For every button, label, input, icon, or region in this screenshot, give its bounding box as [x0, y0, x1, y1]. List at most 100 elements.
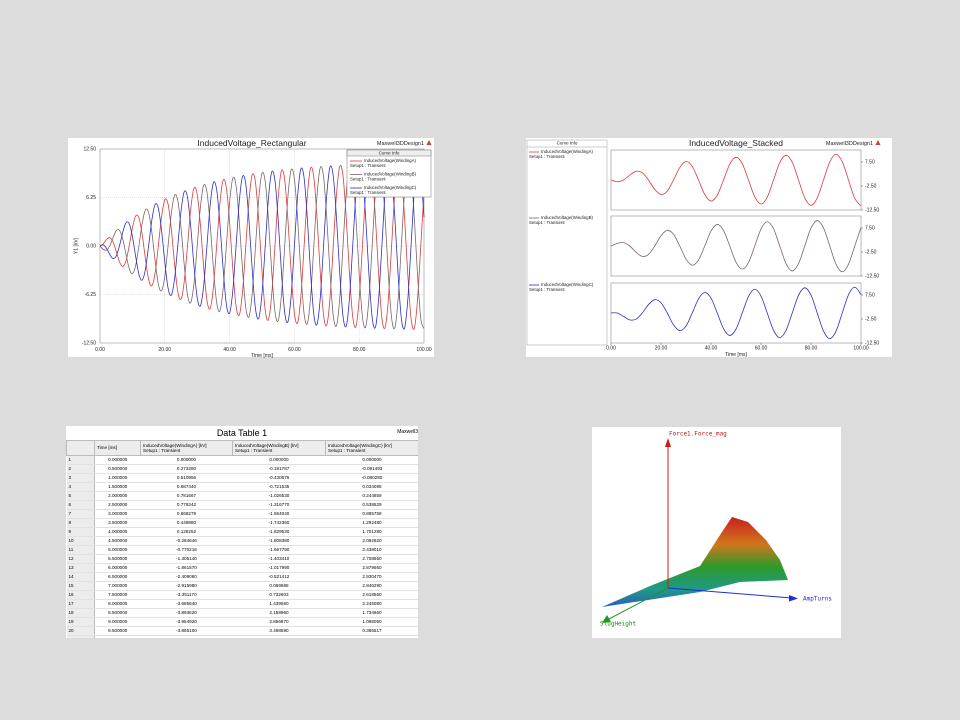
- table-cell: 0.510956: [140, 473, 233, 483]
- legend-setup: Setup1 : Transient: [350, 163, 386, 168]
- design-name: Maxwell3DDesign1: [377, 141, 424, 147]
- table-cell: 4.000000: [94, 527, 141, 537]
- x-axis-label: AmpTurns: [803, 596, 832, 603]
- table-title-bar: Data Table 1 Maxwell3DDesign1: [66, 426, 418, 440]
- table-cell: 1.000000: [94, 473, 141, 483]
- column-setup: Setup1 : Transient: [143, 448, 181, 453]
- table-row: 2110.000000-3.5900704.060310-0.463440: [66, 635, 418, 638]
- row-number: 14: [66, 572, 95, 582]
- table-cell: -3.590070: [140, 635, 233, 638]
- y-tick-label: -6.25: [85, 292, 97, 298]
- row-number: 20: [66, 626, 95, 636]
- chart-title: InducedVoltage_Rectangular: [197, 138, 306, 148]
- table-cell: 4.500000: [94, 536, 141, 546]
- row-number: 7: [66, 509, 95, 519]
- legend-title: Curve Info: [557, 141, 578, 146]
- table-cell: -1.564040: [232, 509, 326, 519]
- table-cell: -3.351170: [140, 590, 233, 600]
- table-cell: 1.098050: [325, 617, 418, 627]
- row-number: 10: [66, 536, 95, 546]
- x-tick-label: 80.00: [353, 347, 366, 353]
- table-cell: 3.500000: [94, 518, 141, 528]
- table-cell: 1.439560: [232, 599, 326, 609]
- table-cell: -1.316770: [232, 500, 326, 510]
- column-name: InducedVoltage(WindingB) [kV]: [235, 442, 299, 448]
- table-row: 6 2.500000 0.778242 -1.316770 0.538529: [66, 500, 418, 510]
- column-header: InducedVoltage(WindingA) [kV] Setup1 : Tr…: [140, 440, 233, 456]
- table-cell: -0.721535: [232, 482, 326, 492]
- row-number: 8: [66, 518, 95, 528]
- row-number: 17: [66, 599, 95, 609]
- table-cell: -2.409060: [140, 572, 233, 582]
- table-row: 8 3.500000 0.449880 -1.742360 1.292480: [66, 518, 418, 528]
- x-tick-label: 60.00: [755, 345, 768, 351]
- table-row: 16 7.500000 -3.351170 0.732603 2.618560: [66, 590, 418, 600]
- table-cell: 0.500000: [94, 464, 141, 474]
- y-axis: [606, 587, 669, 621]
- column-name: InducedVoltage(WindingC) [kV]: [328, 442, 392, 448]
- table-row: 1 0.000000 0.000000 0.000000 0.000000: [66, 455, 418, 465]
- table-cell: -0.463440: [325, 635, 418, 638]
- legend-setup: Setup1 : Transient: [529, 154, 565, 159]
- x-tick-label: 20.00: [159, 347, 172, 353]
- table-cell: -0.521412: [232, 572, 326, 582]
- y-tick-label: -12.50: [865, 273, 879, 279]
- header-row: Time [ms] InducedVoltage(WindingA) [kV] Se…: [66, 440, 418, 456]
- axis-arrow: [602, 615, 611, 623]
- table-cell: 0.034095: [325, 482, 418, 492]
- series-line: [610, 286, 862, 339]
- table-cell: 2.879560: [325, 563, 418, 573]
- x-tick-label: 40.00: [705, 345, 718, 351]
- column-header: InducedVoltage(WindingC) [kV] Setup1 : Tr…: [325, 440, 418, 456]
- legend-panel: [526, 139, 608, 346]
- series-line: [99, 162, 425, 330]
- table-cell: -0.091493: [325, 464, 418, 474]
- table-row: 18 8.500000 -3.893620 2.158960 1.734660: [66, 608, 418, 618]
- table-cell: 10.000000: [94, 635, 141, 638]
- legend-box: [346, 149, 432, 198]
- table-cell: 2.930470: [325, 572, 418, 582]
- table-cell: -3.685640: [140, 599, 233, 609]
- table-cell: 8.500000: [94, 608, 141, 618]
- table-cell: 0.781667: [140, 491, 233, 501]
- column-header: InducedVoltage(WindingB) [kV] Setup1 : Tr…: [232, 440, 326, 456]
- row-number: 19: [66, 617, 95, 627]
- table-title: Data Table 1: [216, 428, 268, 438]
- row-number: 1: [66, 455, 95, 465]
- y-tick-label: -2.50: [865, 183, 877, 189]
- legend-label: InducedVoltage(WindingA): [364, 158, 417, 163]
- table-cell: 3.000000: [94, 509, 141, 519]
- x-axis-label: Time [ms]: [251, 353, 273, 359]
- table-row: 12 5.500000 -1.305140 -1.403410 2.708550: [66, 554, 418, 564]
- table-cell: 5.500000: [94, 554, 141, 564]
- data-table: Data Table 1 Maxwell3DDesign1 Time [ms] I…: [66, 426, 418, 638]
- axis-arrow: [665, 438, 671, 447]
- table-cell: 8.000000: [94, 599, 141, 609]
- corner-cell: [66, 440, 95, 456]
- plot3d-frame: [592, 427, 841, 638]
- x-tick-label: 0.00: [606, 345, 616, 351]
- table-cell: -1.017990: [232, 563, 326, 573]
- x-axis-label: Time [ms]: [725, 352, 747, 358]
- table-row: 19 9.000000 -3.954920 2.856870 1.098050: [66, 617, 418, 627]
- table-row: 13 6.000000 -1.861570 -1.017990 2.879560: [66, 563, 418, 573]
- table-cell: 3.498590: [232, 626, 326, 636]
- table-cell: 0.732603: [232, 590, 326, 600]
- row-number: 3: [66, 473, 95, 483]
- table-row: 15 7.000000 -2.915980 0.069688 2.846290: [66, 581, 418, 591]
- x-tick-label: 60.00: [288, 347, 301, 353]
- table-cell: -0.181787: [232, 464, 326, 474]
- table-cell: 0.128252: [140, 527, 233, 537]
- row-number: 11: [66, 545, 95, 555]
- table-cell: 1.500000: [94, 482, 141, 492]
- table-row: 11 5.000000 -0.770216 -1.667790 2.438010: [66, 545, 418, 555]
- y-tick-label: -12.50: [865, 340, 879, 346]
- table-cell: 5.000000: [94, 545, 141, 555]
- legend-label: InducedVoltage(WindingA): [541, 149, 594, 154]
- table-cell: -1.742360: [232, 518, 326, 528]
- series-line: [610, 220, 862, 273]
- table-cell: 0.000000: [232, 455, 326, 465]
- table-cell: 0.778242: [140, 500, 233, 510]
- design-name: Maxwell3DDesign1: [397, 429, 418, 435]
- table-cell: -0.284646: [140, 536, 233, 546]
